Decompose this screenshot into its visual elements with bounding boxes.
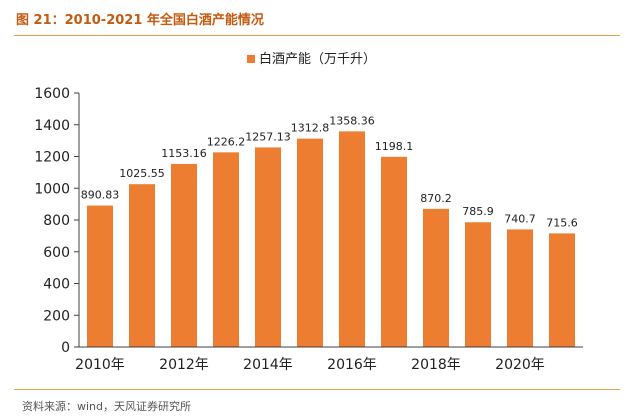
x-tick-label: 2010年: [75, 357, 125, 373]
data-label: 715.6: [546, 216, 578, 229]
data-label: 890.83: [81, 189, 120, 202]
data-label: 1257.13: [245, 130, 291, 143]
bar: [129, 184, 155, 347]
legend-label: 白酒产能（万千升）: [259, 51, 376, 67]
y-tick-label: 0: [61, 340, 70, 356]
data-label: 870.2: [420, 192, 452, 205]
data-label: 785.9: [462, 205, 494, 218]
data-label: 1198.1: [375, 140, 414, 153]
bar: [171, 163, 197, 347]
figure-title: 图 21：2010-2021 年全国白酒产能情况: [16, 13, 264, 28]
bar: [255, 147, 281, 347]
y-tick-label: 1600: [34, 86, 70, 102]
bar: [87, 205, 113, 347]
source-divider: [14, 389, 620, 390]
y-tick-label: 200: [43, 308, 70, 324]
x-tick-label: 2018年: [411, 357, 461, 373]
bar: [465, 222, 491, 347]
data-label: 1312.8: [291, 122, 330, 135]
y-tick-label: 1400: [34, 118, 70, 134]
x-tick-label: 2020年: [495, 357, 545, 373]
y-tick-label: 600: [43, 245, 70, 261]
x-tick-label: 2014年: [243, 357, 293, 373]
source-note: 资料来源：wind，天风证券研究所: [22, 400, 192, 413]
legend-swatch: [247, 55, 255, 63]
x-tick-label: 2012年: [159, 357, 209, 373]
bar: [423, 208, 449, 347]
x-tick-label: 2016年: [327, 357, 377, 373]
data-label: 1153.16: [161, 147, 207, 160]
data-label: 1226.2: [207, 135, 246, 148]
data-label: 1025.55: [119, 167, 165, 180]
bar: [339, 131, 365, 347]
bar: [213, 152, 239, 347]
y-tick-label: 1200: [34, 150, 70, 166]
y-tick-label: 400: [43, 277, 70, 293]
y-tick-label: 1000: [34, 181, 70, 197]
bar: [297, 138, 323, 347]
y-tick-label: 800: [43, 213, 70, 229]
title-divider: [14, 35, 620, 36]
data-label: 1358.36: [329, 114, 375, 127]
bar: [381, 156, 407, 347]
bar: [507, 229, 533, 347]
bar: [549, 233, 575, 347]
data-label: 740.7: [504, 212, 536, 225]
